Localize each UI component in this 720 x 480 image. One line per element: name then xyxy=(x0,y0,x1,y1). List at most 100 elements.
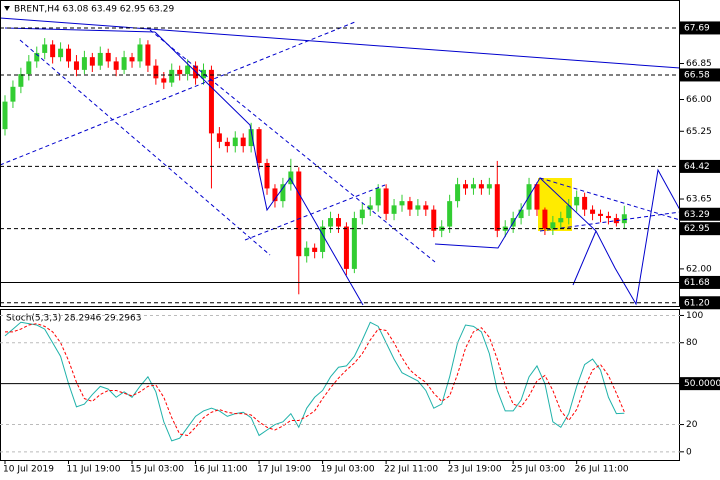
annotations xyxy=(0,17,681,306)
candle-body xyxy=(232,137,238,147)
chart-title: BRENT,H4 63.08 63.49 62.95 63.29 xyxy=(14,5,174,15)
candle-body xyxy=(177,69,183,75)
candle-body xyxy=(304,247,310,257)
support-label: 61.68 xyxy=(684,278,710,288)
candle-body xyxy=(185,65,191,75)
candle-body xyxy=(605,215,611,219)
candle-body xyxy=(335,218,341,227)
y-tick-label: 66.00 xyxy=(686,95,712,105)
candle-body xyxy=(550,222,556,229)
candle-body xyxy=(201,69,206,79)
candle-body xyxy=(89,57,95,66)
x-tick-label: 22 Jul 11:00 xyxy=(384,465,438,475)
candle-body xyxy=(121,57,127,70)
marks xyxy=(2,38,627,442)
candle-body xyxy=(169,69,175,83)
x-tick-label: 10 Jul 2019 xyxy=(3,465,54,475)
level-label: 50.0000 xyxy=(684,379,720,389)
candle-body xyxy=(391,205,397,214)
support-box xyxy=(680,275,720,289)
candle-body xyxy=(566,205,572,219)
candle-body xyxy=(582,196,588,210)
candle-body xyxy=(105,52,111,62)
candle-body xyxy=(598,213,603,216)
candle-body xyxy=(486,184,492,189)
candle-body xyxy=(288,171,294,185)
candle-body xyxy=(399,201,405,206)
candle-body xyxy=(447,201,453,227)
x-tick-label: 16 Jul 11:00 xyxy=(194,465,248,475)
stoch-line xyxy=(4,321,625,442)
candle-body xyxy=(248,129,254,147)
candle-body xyxy=(367,205,373,210)
candle-body xyxy=(574,196,580,206)
y-tick-label: 65.25 xyxy=(686,127,712,137)
x-tick-label: 15 Jul 03:00 xyxy=(130,465,184,475)
candle-body xyxy=(50,44,56,58)
candle-body xyxy=(66,48,72,62)
y-tick-label: 62.00 xyxy=(686,264,712,274)
stoch-panel-border xyxy=(0,309,680,461)
candle-body xyxy=(161,78,167,83)
candle-body xyxy=(359,209,365,219)
level-label: 64.42 xyxy=(684,162,710,172)
candle-body xyxy=(280,184,286,202)
channel-line xyxy=(19,39,271,256)
y-tick-label: 66.85 xyxy=(686,59,712,69)
candle-body xyxy=(26,61,32,75)
candle-body xyxy=(542,209,548,229)
candle-body xyxy=(81,57,87,70)
candle-body xyxy=(18,74,24,87)
candle-body xyxy=(216,133,222,142)
y-tick-label: 20 xyxy=(686,420,698,430)
candle-body xyxy=(423,205,429,210)
candle-body xyxy=(558,218,564,223)
candle-body xyxy=(97,52,103,66)
candle-body xyxy=(494,184,500,231)
candle-body xyxy=(73,61,79,70)
candle-body xyxy=(272,188,278,202)
trend-line xyxy=(0,17,681,69)
candle-body xyxy=(407,201,413,210)
candle-body xyxy=(351,218,357,269)
main-panel-border xyxy=(0,0,680,307)
candle-body xyxy=(34,52,40,62)
level-label-box xyxy=(680,377,720,391)
candle-body xyxy=(621,214,627,224)
level-label: 61.20 xyxy=(684,298,710,308)
level-label: 62.95 xyxy=(684,224,710,234)
candle-body xyxy=(590,209,596,214)
level-label: 67.69 xyxy=(684,23,710,33)
candle-body xyxy=(415,205,421,210)
candle-body xyxy=(137,44,143,62)
y-tick-label: 100 xyxy=(686,311,703,321)
wave-line xyxy=(434,168,681,306)
level-label-box xyxy=(680,68,720,82)
level-label-box xyxy=(680,296,720,310)
candle-body xyxy=(58,48,64,58)
candle-body xyxy=(343,226,349,269)
candle-body xyxy=(383,188,389,214)
x-tick-label: 25 Jul 03:00 xyxy=(511,465,565,475)
candle-body xyxy=(312,247,318,252)
wave-line xyxy=(572,230,597,286)
candle-body xyxy=(256,129,262,164)
candle-body xyxy=(42,44,48,53)
triangle-line xyxy=(539,211,681,232)
candle-body xyxy=(518,209,524,219)
candle-body xyxy=(224,141,230,147)
candle-body xyxy=(153,65,159,79)
y-tick-label: 0 xyxy=(686,447,692,457)
stoch-title: Stoch(5,3,3) 28.2946 29.2963 xyxy=(6,314,141,324)
candle-body xyxy=(470,184,476,189)
x-tick-label: 17 Jul 19:00 xyxy=(257,465,311,475)
level-label: 66.58 xyxy=(684,70,710,80)
y-tick-label: 80 xyxy=(686,338,698,348)
candle-body xyxy=(534,184,540,210)
wave-line xyxy=(4,27,156,33)
candle-body xyxy=(328,218,334,227)
triangle-line xyxy=(539,177,681,221)
candle-body xyxy=(129,57,135,62)
